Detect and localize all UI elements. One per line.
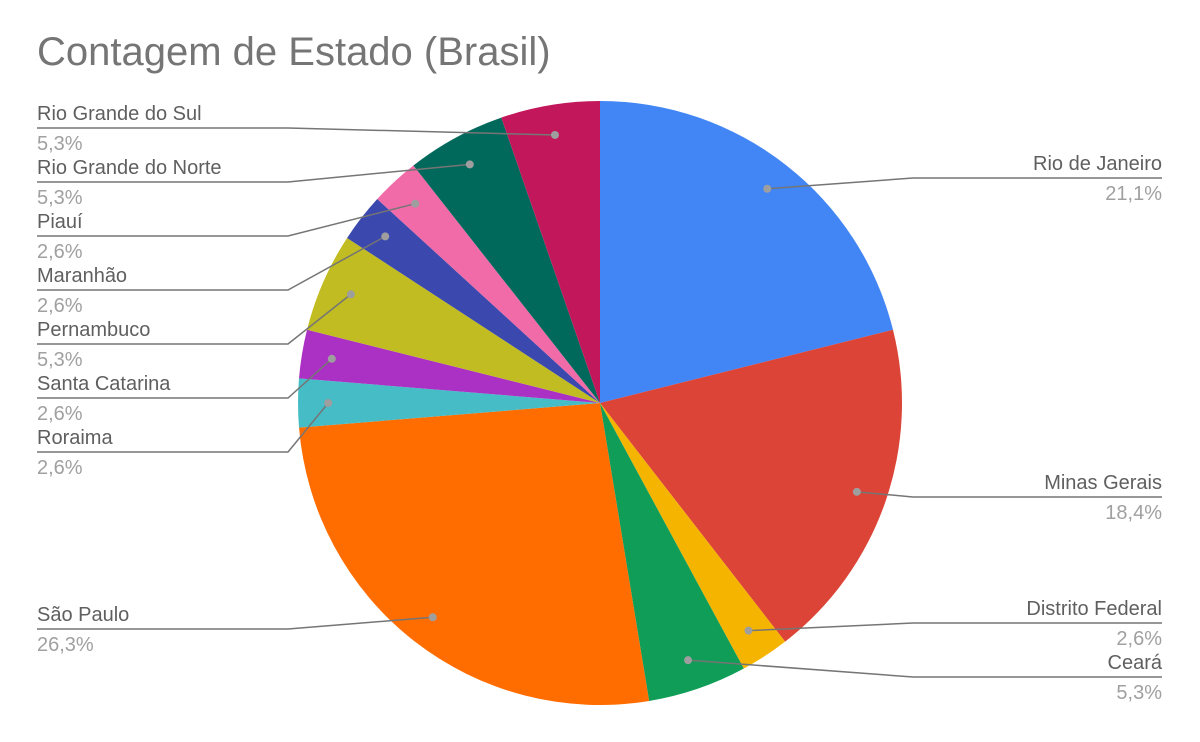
pie-slice-distrito-federal <box>600 403 786 669</box>
slice-percent-maranhao: 2,6% <box>37 295 83 317</box>
slice-percent-pernambuco: 5,3% <box>37 349 83 371</box>
slice-percent-rio-grande-do-norte: 5,3% <box>37 187 83 209</box>
leader-sao-paulo <box>37 613 437 630</box>
slice-label-santa-catarina: Santa Catarina <box>37 373 171 395</box>
slice-label-distrito-federal: Distrito Federal <box>1026 598 1162 620</box>
leader-minas-gerais <box>852 487 1162 498</box>
pie-slice-maranhao <box>347 199 600 403</box>
slice-label-sao-paulo: São Paulo <box>37 604 129 626</box>
pie-slice-rio-grande-do-norte <box>413 117 600 404</box>
slice-percent-sao-paulo: 26,3% <box>37 634 94 656</box>
slice-percent-ceara: 5,3% <box>1116 682 1162 704</box>
leader-dot-roraima <box>324 399 333 407</box>
pie-slice-rio-grande-do-sul <box>501 101 600 403</box>
pie-slice-minas-gerais <box>600 329 902 642</box>
pie-slice-rio-de-janeiro <box>600 101 893 403</box>
pie-slice-pernambuco <box>307 237 600 403</box>
leader-rio-de-janeiro <box>763 177 1162 193</box>
leader-maranhao <box>37 232 390 291</box>
pie-slice-piaui <box>377 165 600 403</box>
slice-label-rio-grande-do-sul: Rio Grande do Sul <box>37 103 202 125</box>
pie-slice-sao-paulo <box>299 403 650 705</box>
slice-label-rio-de-janeiro: Rio de Janeiro <box>1033 153 1162 175</box>
pie-slice-ceara <box>600 403 744 701</box>
leader-rio-grande-do-sul <box>37 127 559 139</box>
pie-slice-roraima <box>298 378 600 428</box>
pie-slice-santa-catarina <box>299 329 600 403</box>
slice-percent-roraima: 2,6% <box>37 457 83 479</box>
slice-label-roraima: Roraima <box>37 427 113 449</box>
slice-label-minas-gerais: Minas Gerais <box>1044 472 1162 494</box>
leader-dot-minas-gerais <box>852 487 861 496</box>
leader-dot-santa-catarina <box>327 354 336 363</box>
slice-percent-santa-catarina: 2,6% <box>37 403 83 425</box>
leader-dot-piaui <box>411 199 420 208</box>
leader-pernambuco <box>37 290 355 345</box>
pie-slices <box>298 101 902 705</box>
leader-rio-grande-do-norte <box>37 160 474 183</box>
slice-label-piaui: Piauí <box>37 211 83 233</box>
leader-dot-rio-grande-do-sul <box>550 130 559 139</box>
slice-label-maranhao: Maranhão <box>37 265 127 287</box>
leader-dot-maranhao <box>381 232 390 241</box>
leader-dot-sao-paulo <box>428 613 437 622</box>
slice-percent-rio-de-janeiro: 21,1% <box>1105 183 1162 205</box>
leader-dot-ceara <box>684 656 693 665</box>
slice-label-pernambuco: Pernambuco <box>37 319 150 341</box>
leader-roraima <box>37 399 333 453</box>
slice-percent-minas-gerais: 18,4% <box>1105 502 1162 524</box>
slice-percent-rio-grande-do-sul: 5,3% <box>37 133 83 155</box>
leader-dot-pernambuco <box>346 290 355 299</box>
slice-label-rio-grande-do-norte: Rio Grande do Norte <box>37 157 222 179</box>
chart-title: Contagem de Estado (Brasil) <box>37 30 551 74</box>
leader-ceara <box>684 656 1162 678</box>
leader-dot-rio-de-janeiro <box>763 184 772 193</box>
leader-lines <box>37 127 1162 678</box>
leader-santa-catarina <box>37 354 336 399</box>
leader-dot-rio-grande-do-norte <box>465 160 474 169</box>
slice-labels: Rio de Janeiro 21,1% Minas Gerais 18,4% Dist… <box>37 103 1163 704</box>
slice-label-ceara: Ceará <box>1108 652 1163 674</box>
leader-piaui <box>37 199 420 237</box>
leader-dot-distrito-federal <box>744 626 753 635</box>
slice-percent-distrito-federal: 2,6% <box>1116 628 1162 650</box>
leader-distrito-federal <box>744 622 1162 635</box>
slice-percent-piaui: 2,6% <box>37 241 83 263</box>
